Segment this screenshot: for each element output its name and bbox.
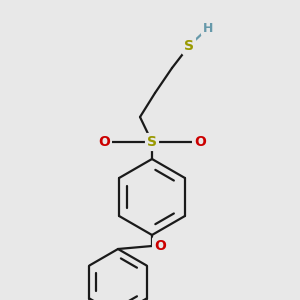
Text: O: O xyxy=(98,135,110,149)
Text: O: O xyxy=(154,239,166,253)
Text: S: S xyxy=(184,39,194,53)
Text: H: H xyxy=(203,22,213,34)
Text: S: S xyxy=(147,135,157,149)
Text: O: O xyxy=(194,135,206,149)
